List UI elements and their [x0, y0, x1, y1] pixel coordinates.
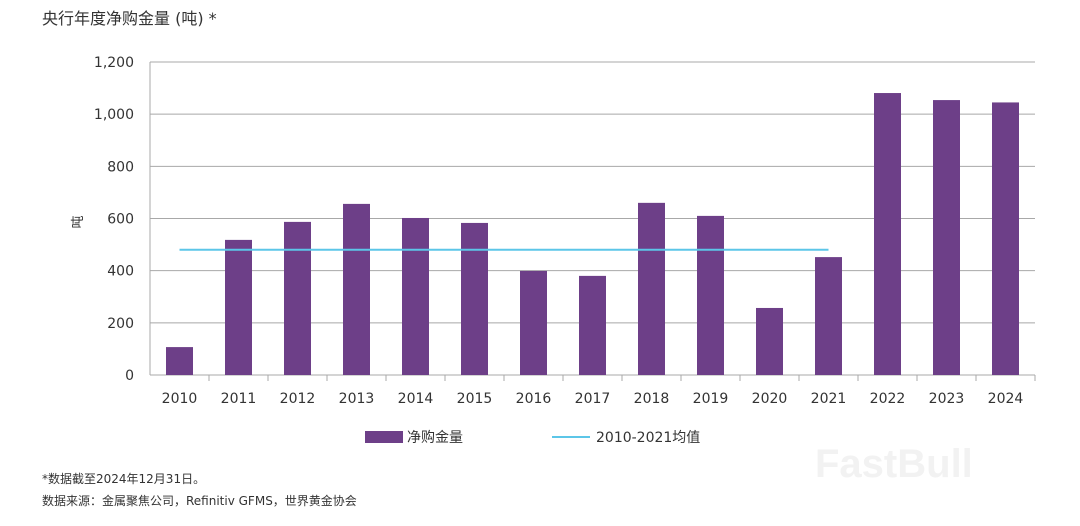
watermark-logo: FastBull — [815, 442, 973, 486]
bar-2016 — [520, 270, 547, 375]
legend-item-average: 2010-2021均值 — [552, 427, 700, 447]
y-tick-label: 1,200 — [94, 55, 134, 71]
y-tick-label: 200 — [107, 316, 134, 332]
x-tick-label: 2016 — [516, 391, 552, 407]
legend-swatch-line — [552, 436, 590, 438]
x-tick-label: 2014 — [398, 391, 434, 407]
x-tick-label: 2012 — [280, 391, 316, 407]
y-axis-label: 吨 — [71, 215, 86, 228]
y-tick-label: 800 — [107, 159, 134, 175]
x-tick-label: 2022 — [870, 391, 906, 407]
legend-label-bars: 净购金量 — [407, 430, 463, 446]
x-tick-label: 2023 — [929, 391, 965, 407]
x-tick-label: 2020 — [752, 391, 788, 407]
footnote: *数据截至2024年12月31日。 — [42, 472, 206, 486]
bar-2022 — [874, 93, 901, 375]
bar-2021 — [815, 257, 842, 375]
bar-2010 — [166, 347, 193, 375]
bar-2012 — [284, 221, 311, 375]
bar-2024 — [992, 102, 1019, 375]
x-tick-label: 2021 — [811, 391, 847, 407]
legend-item-bars: 净购金量 — [365, 427, 463, 447]
legend-swatch-bar — [365, 431, 403, 443]
chart-title: 央行年度净购金量 (吨) * — [42, 9, 217, 28]
bar-2015 — [461, 222, 488, 375]
source-note: 数据来源：金属聚焦公司，Refinitiv GFMS，世界黄金协会 — [42, 494, 357, 508]
y-tick-label: 400 — [107, 264, 134, 280]
x-tick-label: 2017 — [575, 391, 611, 407]
bar-2011 — [225, 239, 252, 375]
y-tick-label: 600 — [107, 212, 134, 228]
x-tick-label: 2019 — [693, 391, 729, 407]
bar-2017 — [579, 275, 606, 375]
bar-2020 — [756, 307, 783, 375]
x-tick-label: 2024 — [988, 391, 1024, 407]
x-tick-label: 2015 — [457, 391, 493, 407]
bar-2019 — [697, 215, 724, 375]
bar-2013 — [343, 203, 370, 375]
bar-2014 — [402, 217, 429, 375]
x-tick-label: 2011 — [221, 391, 257, 407]
x-tick-label: 2010 — [162, 391, 198, 407]
x-tick-label: 2018 — [634, 391, 670, 407]
y-tick-label: 0 — [125, 368, 134, 384]
bar-2018 — [638, 202, 665, 375]
y-tick-label: 1,000 — [94, 107, 134, 123]
bar-2023 — [933, 100, 960, 375]
legend-label-average: 2010-2021均值 — [596, 430, 701, 446]
x-tick-label: 2013 — [339, 391, 375, 407]
